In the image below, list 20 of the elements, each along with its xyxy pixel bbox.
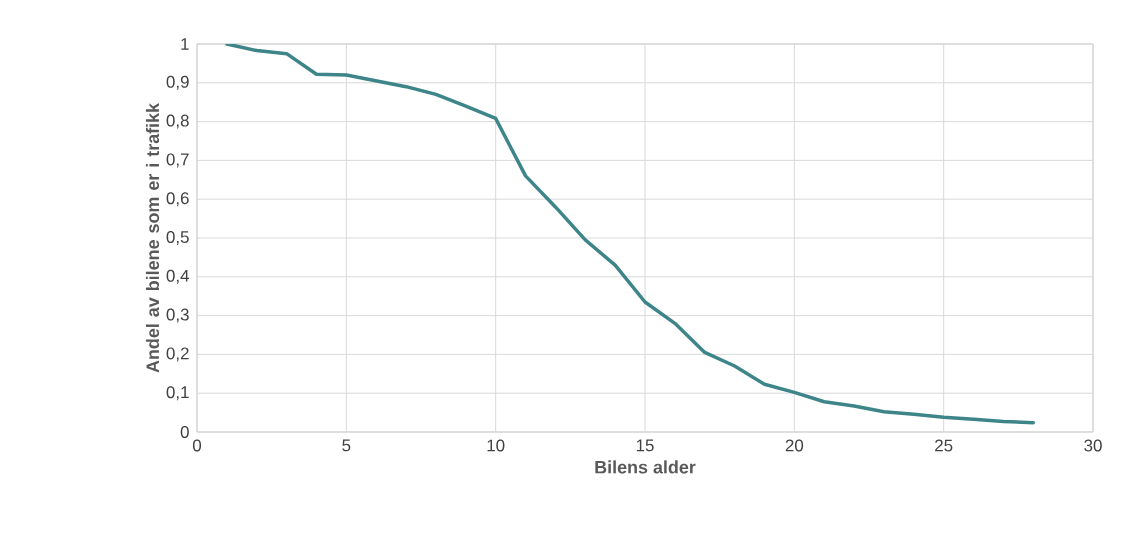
x-axis-title: Bilens alder [595, 460, 696, 474]
x-tick-label: 5 [342, 439, 351, 452]
y-tick-label: 0,6 [166, 192, 189, 207]
y-axis-title: Andel av bilene som er i trafikk [145, 102, 160, 373]
y-tick-label: 0,5 [166, 230, 189, 245]
y-tick-label: 0,7 [166, 153, 189, 168]
y-tick-label: 0,2 [166, 347, 189, 362]
x-tick-label: 0 [192, 439, 202, 452]
x-tick-label: 20 [785, 439, 804, 452]
x-tick-label: 30 [1084, 439, 1102, 452]
y-tick-label: 0,3 [166, 308, 189, 323]
x-tick-label: 15 [636, 439, 654, 452]
y-tick-label: 1 [181, 38, 189, 50]
y-tick-label: 0,8 [166, 114, 189, 129]
y-tick-label: 0,9 [166, 75, 189, 90]
y-tick-label: 0,1 [166, 386, 189, 401]
x-tick-label: 25 [935, 439, 953, 452]
y-tick-label: 0,4 [166, 269, 189, 284]
x-tick-label: 10 [487, 439, 505, 452]
y-tick-label: 0 [180, 425, 189, 438]
